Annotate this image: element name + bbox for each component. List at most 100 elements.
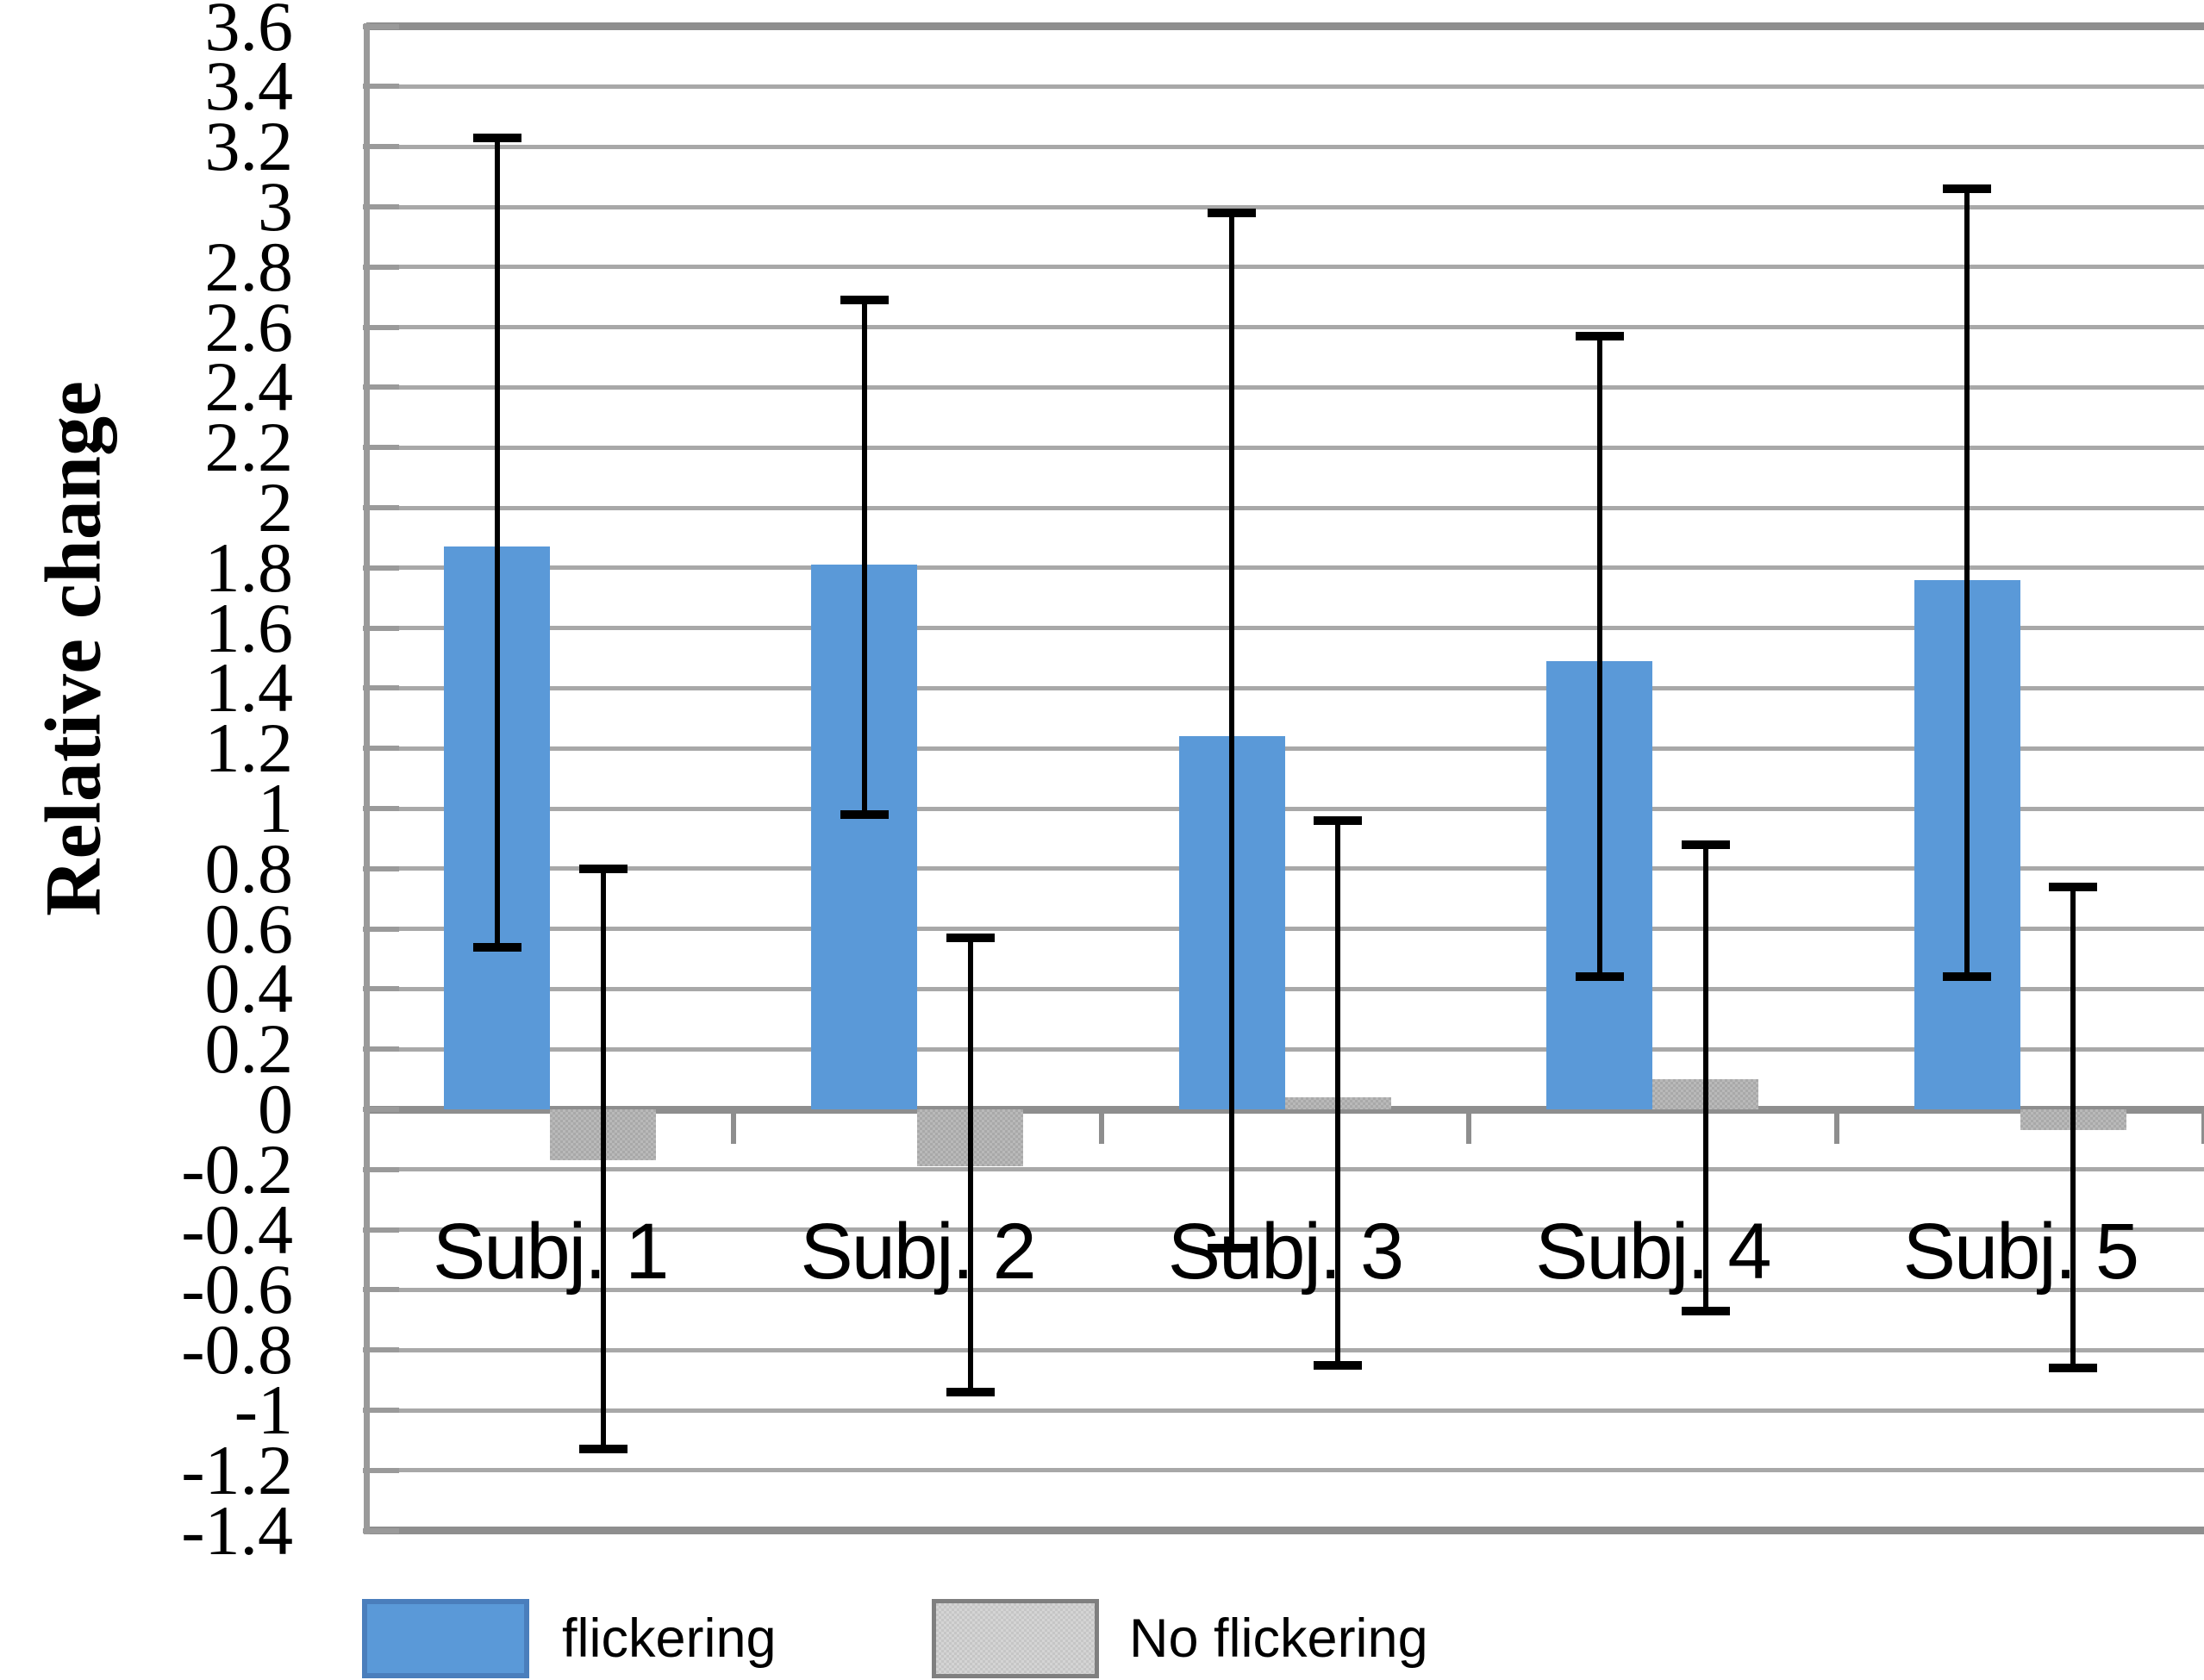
category-label-subj-3: Subj. 3 [1167,1208,1404,1296]
error-bar-bottom-cap-flickering-subj-5 [1943,972,1992,982]
y-axis-tick-label-0.4: 0.4 [204,949,294,1028]
y-axis-tick-0 [363,1107,399,1112]
error-bar-bottom-cap-flickering-subj-3 [1208,1243,1257,1252]
y-axis-tick-1 [363,806,399,811]
gridline-1.2 [366,746,2204,751]
error-bar-top-cap-flickering-subj-5 [1943,184,1992,194]
y-axis-tick-0.6 [363,926,399,932]
y-axis-tick-label-0.6: 0.6 [204,889,294,968]
y-axis-tick-3 [363,204,399,209]
y-axis-tick-1.6 [363,625,399,631]
y-axis-tick-label-2: 2 [258,468,293,546]
category-axis-tick-3 [1466,1109,1472,1144]
gridline-0.8 [366,866,2204,871]
y-axis-tick--0.8 [363,1347,399,1353]
gridline-1 [366,806,2204,811]
error-bar-line-no-flickering-subj-1 [600,868,606,1450]
y-axis-tick-label-0.8: 0.8 [204,828,294,908]
y-axis-tick-label-1.2: 1.2 [204,709,294,788]
error-bar-line-no-flickering-subj-3 [1335,820,1341,1365]
category-axis-tick-1 [731,1109,737,1144]
y-axis-tick-label-3: 3 [258,167,293,246]
gridline-1.6 [366,626,2204,631]
y-axis-tick--0.6 [363,1287,399,1293]
y-axis-tick-label--0.6: -0.6 [181,1250,293,1329]
category-axis-tick-2 [1098,1109,1104,1144]
y-axis-tick-0.8 [363,865,399,871]
y-axis-tick-3.6 [363,23,399,29]
y-axis-tick-label-0.2: 0.2 [204,1009,294,1089]
category-label-subj-4: Subj. 4 [1535,1208,1771,1296]
y-axis-tick--1 [363,1408,399,1413]
y-axis-tick-label--1.2: -1.2 [181,1430,293,1509]
gridline-3 [366,204,2204,209]
y-axis-tick-1.4 [363,685,399,691]
error-bar-bottom-cap-flickering-subj-2 [840,809,889,819]
y-axis-tick--0.2 [363,1166,399,1172]
y-axis-line [364,22,370,1534]
y-axis-tick-label-3.6: 3.6 [204,0,294,66]
error-bar-top-cap-no-flickering-subj-4 [1681,840,1730,849]
y-axis-tick-label--0.8: -0.8 [181,1310,293,1390]
gridline-0.6 [366,927,2204,932]
y-axis-tick-1.2 [363,746,399,752]
gridline--1.2 [366,1468,2204,1473]
gridline-3.4 [366,84,2204,89]
y-axis-tick--1.4 [363,1527,399,1533]
error-bar-line-flickering-subj-3 [1229,212,1235,1248]
gridline-2 [366,505,2204,510]
category-axis-tick-4 [1833,1109,1839,1144]
y-axis-tick-label-1.6: 1.6 [204,588,294,667]
y-axis-tick-label--0.2: -0.2 [181,1129,293,1208]
category-label-subj-2: Subj. 2 [800,1208,1036,1296]
gridline--0.4 [366,1227,2204,1233]
gridline--0.8 [366,1347,2204,1352]
error-bar-bottom-cap-no-flickering-subj-3 [1314,1360,1363,1370]
y-axis-tick-label-2.4: 2.4 [204,347,294,427]
category-axis-tick-5 [2201,1109,2204,1144]
y-axis-tick-label-2.2: 2.2 [204,408,294,487]
error-bar-bottom-cap-flickering-subj-1 [472,942,521,952]
y-axis-tick-label--1.4: -1.4 [181,1490,293,1570]
y-axis-tick-label--0.4: -0.4 [181,1190,293,1269]
y-axis-tick--1.2 [363,1467,399,1473]
error-bar-line-flickering-subj-2 [861,300,867,815]
y-axis-tick-2.4 [363,384,399,390]
category-label-subj-5: Subj. 5 [1902,1208,2139,1296]
y-axis-tick-2.2 [363,445,399,451]
y-axis-tick-1.8 [363,565,399,571]
y-axis-tick-0.4 [363,986,399,992]
error-bar-line-flickering-subj-1 [494,137,500,947]
gridline-3.2 [366,144,2204,149]
error-bar-top-cap-flickering-subj-3 [1208,208,1257,217]
y-axis-tick-label-1: 1 [258,769,293,847]
error-bar-line-no-flickering-subj-4 [1702,844,1708,1311]
error-bar-line-flickering-subj-4 [1596,336,1602,977]
y-axis-tick-0.2 [363,1046,399,1052]
error-bar-top-cap-no-flickering-subj-2 [946,934,995,943]
gridline-2.6 [366,325,2204,330]
error-bar-bottom-cap-flickering-subj-4 [1575,972,1624,982]
error-bar-top-cap-no-flickering-subj-1 [578,864,627,873]
gridline-2.2 [366,445,2204,450]
gridline--1.4 [366,1527,2204,1535]
y-axis-tick-label--1: -1 [234,1371,293,1449]
y-axis-tick-3.2 [363,144,399,150]
y-axis-tick-2.6 [363,324,399,330]
error-bar-top-cap-flickering-subj-2 [840,296,889,305]
y-axis-tick-label-1.4: 1.4 [204,648,294,728]
y-axis-tick-label-3.2: 3.2 [204,107,294,186]
error-bar-bottom-cap-no-flickering-subj-4 [1681,1306,1730,1315]
legend-swatch-flickering [362,1599,529,1678]
error-bar-line-no-flickering-subj-2 [967,938,973,1393]
error-bar-top-cap-flickering-subj-1 [472,133,521,142]
y-axis-tick-2.8 [363,264,399,270]
error-bar-line-no-flickering-subj-5 [2070,886,2076,1369]
gridline-2.4 [366,384,2204,390]
error-bar-top-cap-flickering-subj-4 [1575,332,1624,341]
error-bar-bottom-cap-no-flickering-subj-5 [2049,1364,2098,1373]
gridline-1.8 [366,565,2204,571]
error-bar-line-flickering-subj-5 [1964,189,1970,977]
